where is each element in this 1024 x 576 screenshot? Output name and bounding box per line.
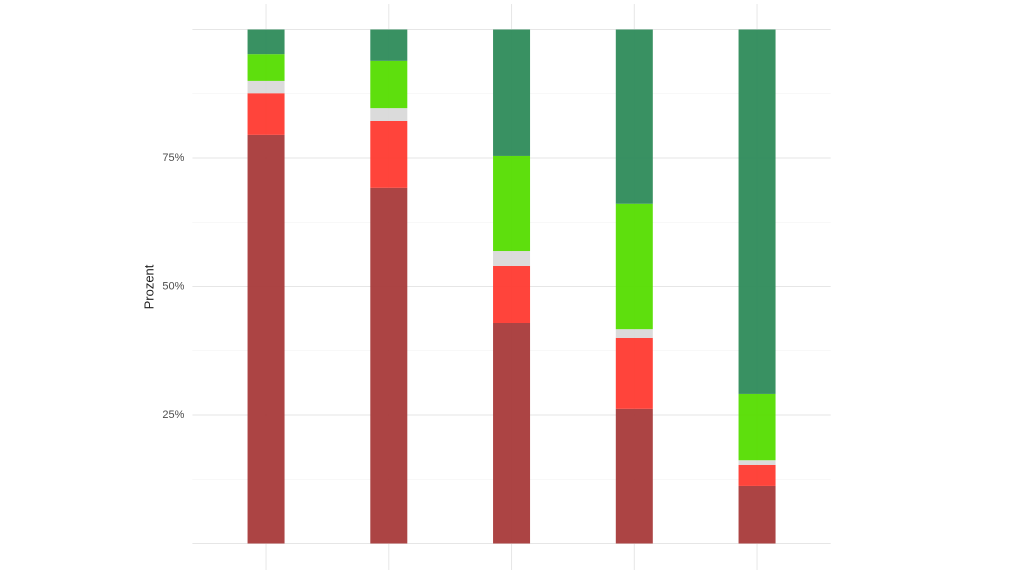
- bar-segment: [615, 329, 653, 338]
- bar-segment: [615, 203, 653, 330]
- bar-segment: [493, 265, 531, 323]
- bar-segment: [247, 80, 285, 94]
- bar-segment: [738, 393, 776, 461]
- bar-segment: [247, 134, 285, 544]
- bar-segment: [370, 108, 408, 121]
- y-axis-label: Prozent: [141, 264, 156, 309]
- bar-segment: [738, 485, 776, 544]
- bar-segment: [615, 408, 653, 544]
- bar-segment: [370, 120, 408, 188]
- bar-segment: [247, 54, 285, 81]
- bar-segment: [615, 29, 653, 204]
- bar-segment: [370, 187, 408, 544]
- bar-segment: [738, 460, 776, 465]
- y-tick-label: 50%: [162, 280, 184, 292]
- bar-segment: [738, 29, 776, 394]
- bar-segment: [493, 29, 531, 156]
- y-tick-label: 25%: [162, 409, 184, 421]
- bar-segment: [493, 155, 531, 252]
- bar-segment: [738, 464, 776, 486]
- bar-segment: [247, 93, 285, 135]
- bar-segment: [370, 60, 408, 109]
- bar-segment: [247, 29, 285, 55]
- bar-segment: [493, 251, 531, 266]
- bar-segment: [370, 29, 408, 61]
- bar-segment: [493, 322, 531, 544]
- bar-segment: [615, 337, 653, 409]
- y-tick-label: 75%: [162, 152, 184, 164]
